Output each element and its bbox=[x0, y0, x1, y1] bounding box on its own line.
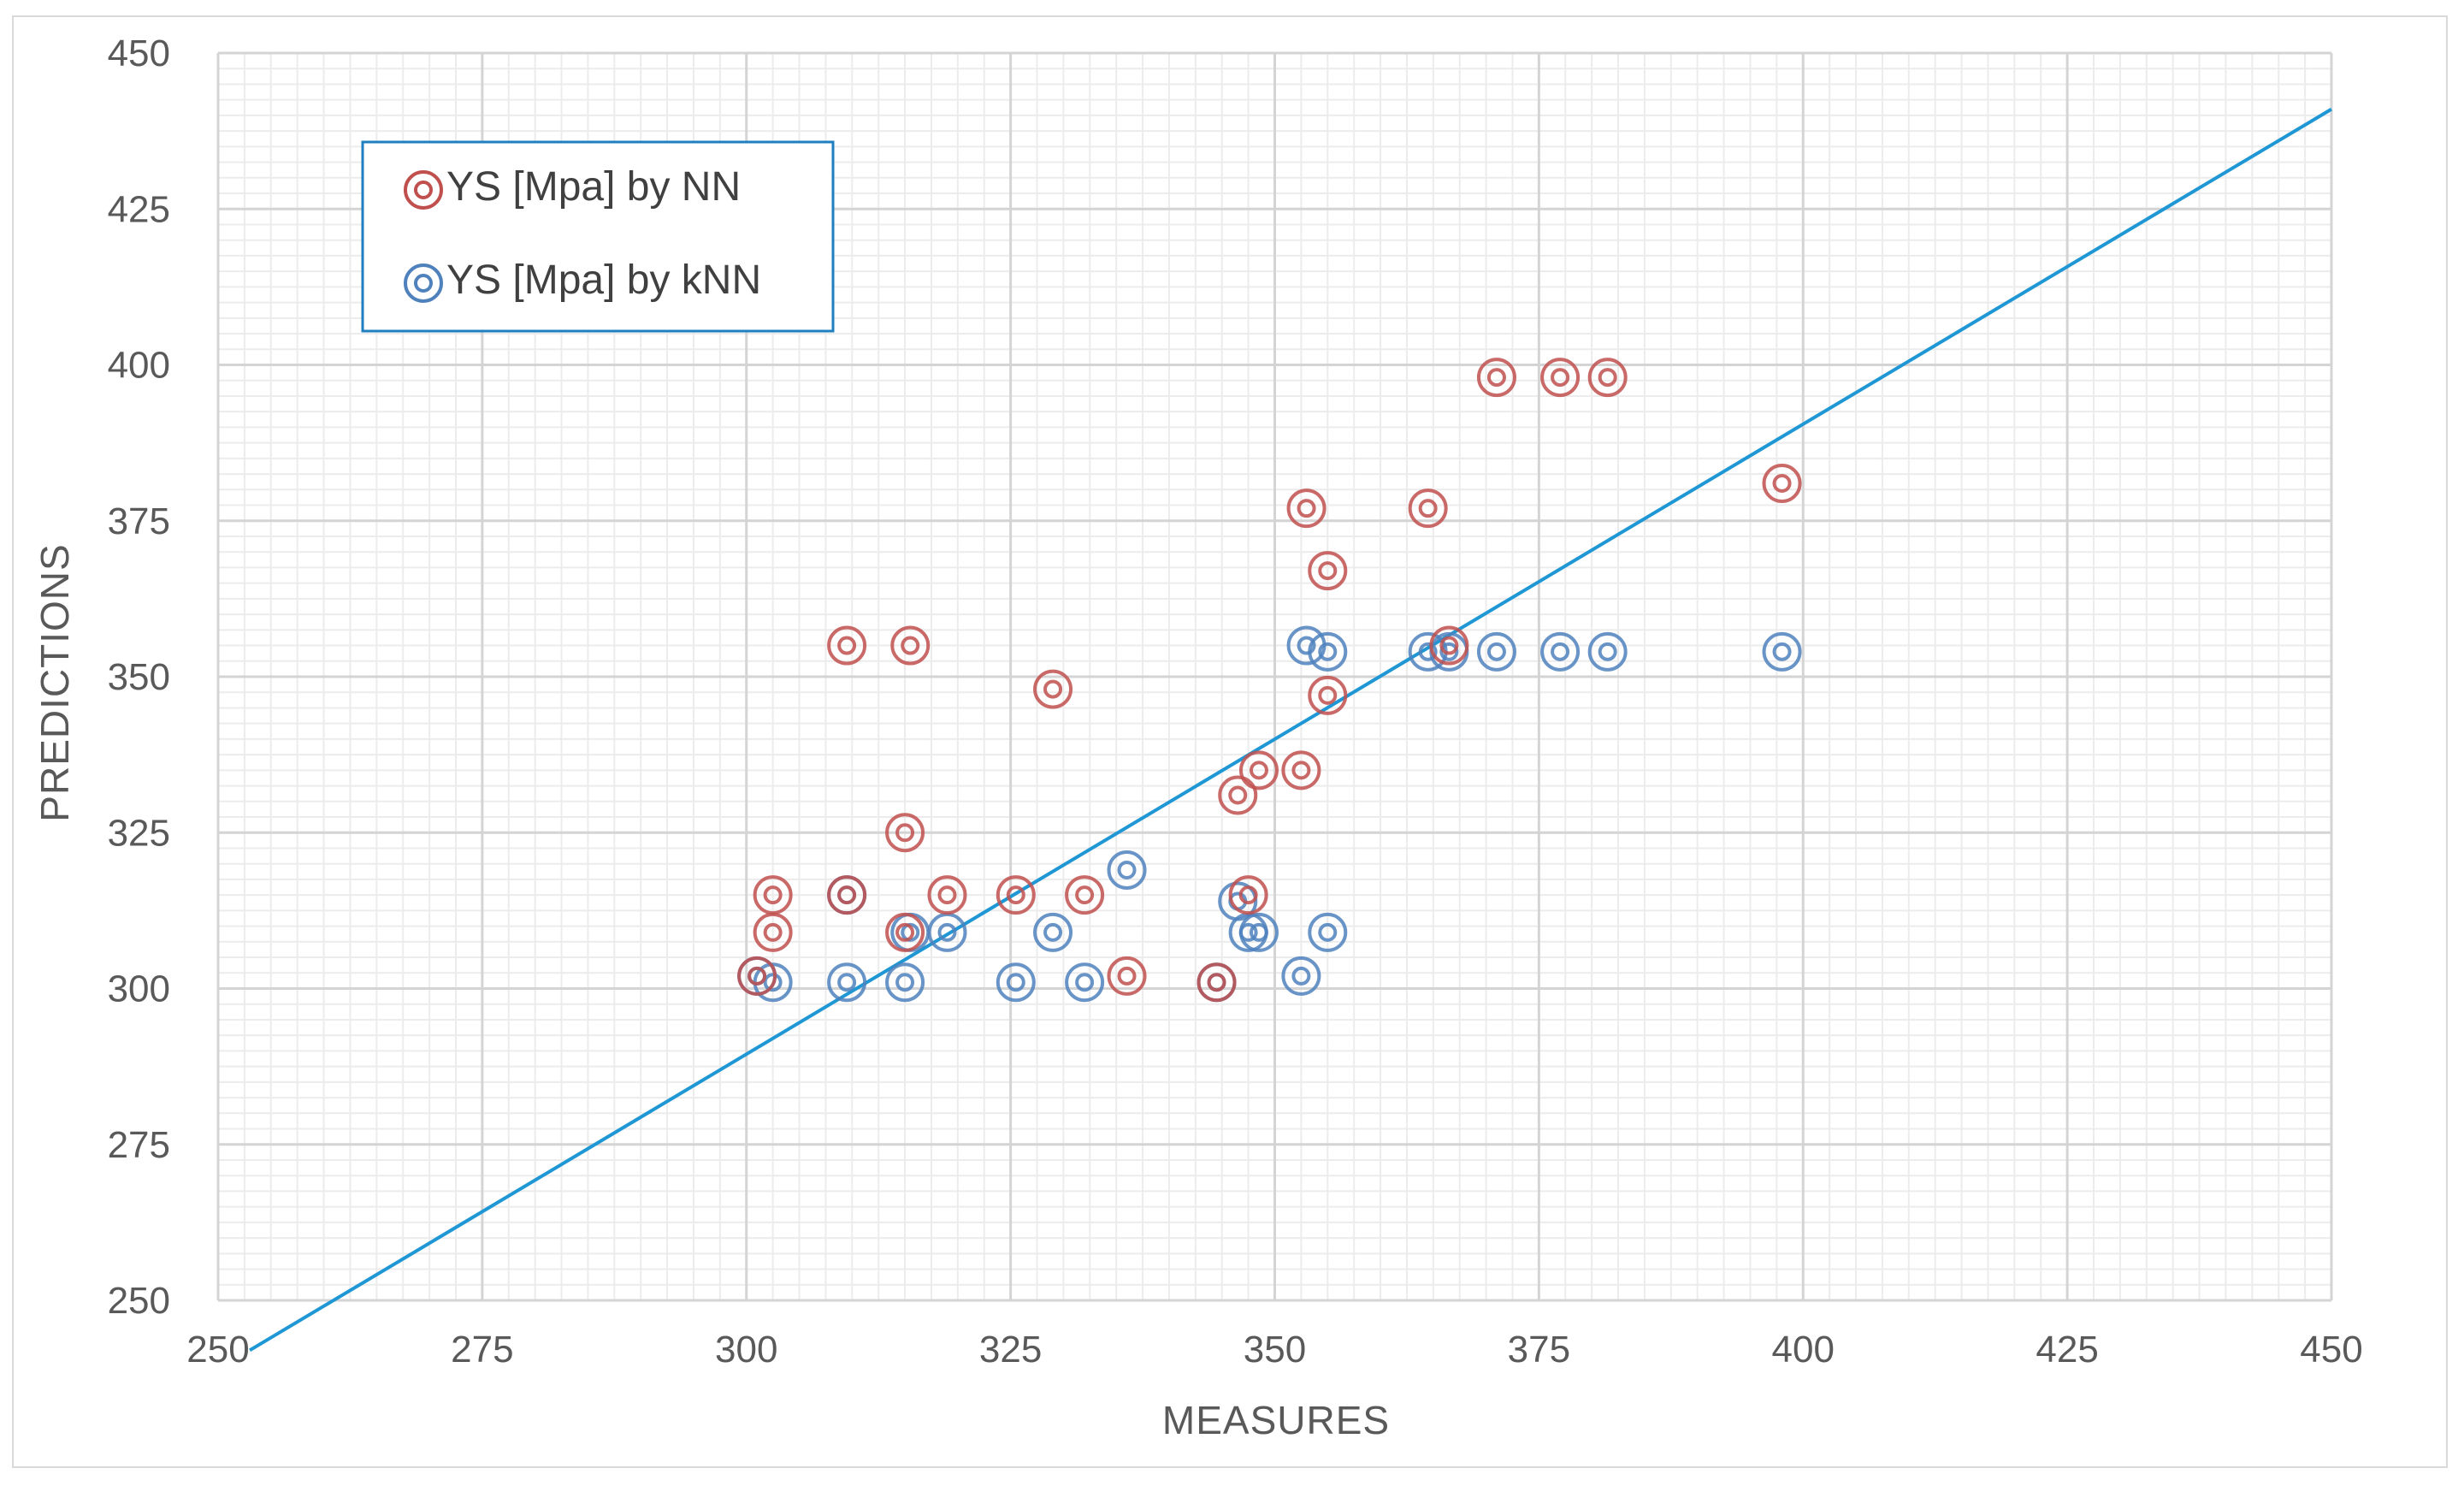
point-knn bbox=[927, 912, 967, 952]
point-knn bbox=[1238, 912, 1279, 952]
y-tick-label: 400 bbox=[108, 345, 170, 387]
legend-marker-nn bbox=[404, 170, 443, 210]
y-tick-label: 350 bbox=[108, 656, 170, 698]
point-nn bbox=[1476, 358, 1516, 398]
point-knn bbox=[1308, 912, 1348, 952]
point-knn bbox=[885, 962, 925, 1003]
chart-frame bbox=[12, 15, 2448, 1468]
y-tick-label: 425 bbox=[108, 188, 170, 230]
x-tick-label: 300 bbox=[715, 1329, 777, 1371]
point-nn bbox=[1033, 669, 1073, 709]
point-nn bbox=[1065, 875, 1105, 915]
x-tick-label: 425 bbox=[2036, 1329, 2098, 1371]
point-nn bbox=[1228, 875, 1268, 915]
point-nn bbox=[890, 625, 931, 666]
point-knn bbox=[1587, 631, 1628, 672]
point-nn bbox=[1587, 358, 1628, 398]
legend-box bbox=[361, 140, 835, 333]
point-nn bbox=[1540, 358, 1581, 398]
point-knn bbox=[996, 962, 1036, 1003]
x-tick-label: 275 bbox=[451, 1329, 513, 1371]
point-nn bbox=[1762, 464, 1802, 504]
x-tick-label: 450 bbox=[2300, 1329, 2362, 1371]
x-tick-label: 375 bbox=[1508, 1329, 1570, 1371]
point-nn bbox=[996, 875, 1036, 915]
point-nn bbox=[753, 875, 793, 915]
trendline bbox=[249, 107, 2333, 1353]
y-tick-label: 375 bbox=[108, 500, 170, 542]
point-nn bbox=[1308, 675, 1348, 715]
legend-marker-knn bbox=[404, 263, 443, 303]
point-nn bbox=[1281, 750, 1321, 790]
point-knn bbox=[1762, 631, 1802, 672]
point-nn bbox=[1408, 488, 1448, 529]
point-knn bbox=[1308, 631, 1348, 672]
legend-label-knn: YS [Mpa] by kNN bbox=[446, 258, 761, 303]
legend-label-nn: YS [Mpa] by NN bbox=[446, 164, 741, 210]
point-nn bbox=[1238, 750, 1279, 790]
point-nn bbox=[827, 625, 867, 666]
point-knn bbox=[1476, 631, 1516, 672]
point-nn bbox=[737, 956, 777, 996]
point-knn bbox=[827, 962, 867, 1003]
point-nn bbox=[927, 875, 967, 915]
x-tick-label: 400 bbox=[1772, 1329, 1835, 1371]
point-knn bbox=[1065, 962, 1105, 1003]
y-tick-label: 250 bbox=[108, 1280, 170, 1322]
point-knn bbox=[1281, 956, 1321, 996]
y-axis-title: PREDICTIONS bbox=[32, 543, 77, 821]
point-knn bbox=[1540, 631, 1581, 672]
x-tick-label: 325 bbox=[979, 1329, 1042, 1371]
point-nn bbox=[885, 912, 925, 952]
trendline-group bbox=[249, 107, 2333, 1353]
data-points bbox=[737, 358, 1802, 1003]
point-nn bbox=[827, 875, 867, 915]
y-axis-tick-labels: 250 275 300 325 350 375 400 425 450 bbox=[108, 33, 170, 1322]
y-tick-label: 325 bbox=[108, 812, 170, 854]
point-nn bbox=[1197, 962, 1237, 1003]
x-tick-label: 250 bbox=[186, 1329, 249, 1371]
x-axis-title: MEASURES bbox=[1162, 1398, 1390, 1442]
point-nn bbox=[1308, 551, 1348, 591]
point-nn bbox=[885, 813, 925, 853]
x-tick-label: 350 bbox=[1244, 1329, 1306, 1371]
x-axis-tick-labels: 250 275 300 325 350 375 400 425 450 bbox=[186, 1329, 2362, 1371]
point-knn bbox=[1033, 912, 1073, 952]
point-nn bbox=[1107, 956, 1147, 996]
y-tick-label: 450 bbox=[108, 33, 170, 74]
point-nn bbox=[1429, 625, 1469, 666]
point-nn bbox=[1286, 488, 1327, 529]
point-nn bbox=[1218, 775, 1258, 815]
legend: YS [Mpa] by NN YS [Mpa] by kNN bbox=[361, 140, 835, 333]
point-knn bbox=[1107, 850, 1147, 890]
y-tick-label: 300 bbox=[108, 968, 170, 1010]
y-tick-label: 275 bbox=[108, 1124, 170, 1166]
